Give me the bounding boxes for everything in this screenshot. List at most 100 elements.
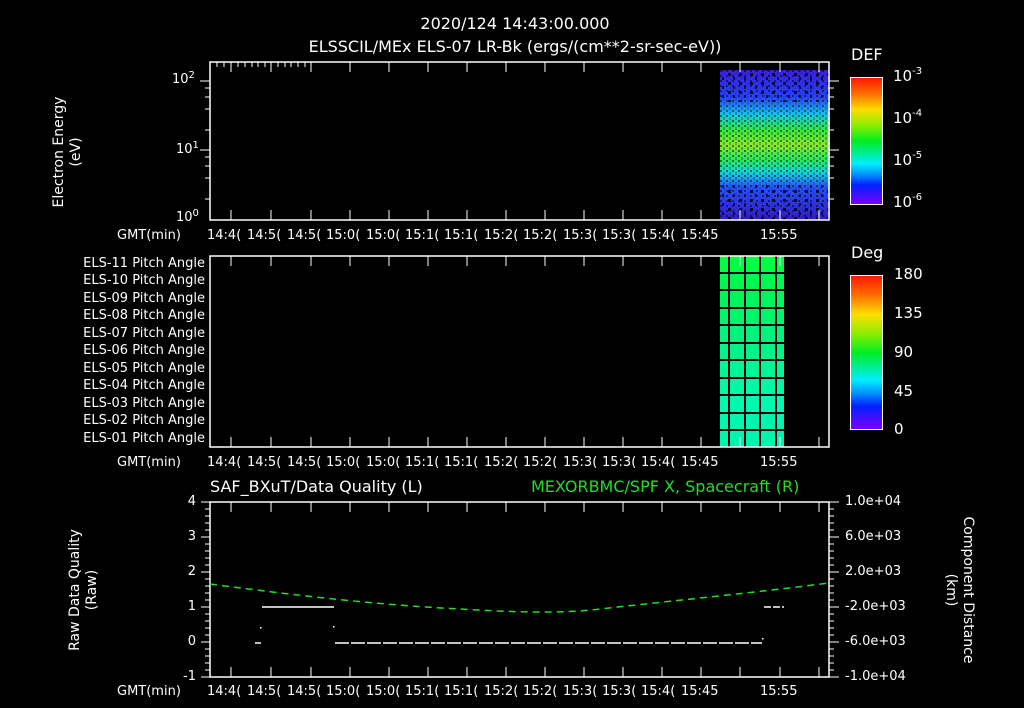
panel3-right-ylabel-line1: Component Distance <box>960 516 976 664</box>
ytick: 2 <box>187 564 196 579</box>
ytick: -1.0e+04 <box>845 669 906 684</box>
panel3-right-ylabel: Component Distance (km) <box>940 500 976 680</box>
xtick: 15:2( <box>484 228 519 243</box>
energy-spectrogram <box>200 61 839 221</box>
def-colorbar-label-1e-4: 10-4 <box>893 108 923 127</box>
ytick: 6.0e+03 <box>845 529 902 544</box>
xtick: 15:2( <box>523 684 558 699</box>
xtick: 15:3( <box>563 228 598 243</box>
xtick: 14:5( <box>247 684 282 699</box>
xtick: 15:3( <box>602 228 637 243</box>
panel3-right-ylabel-line2: (km) <box>943 573 959 607</box>
panel3-left-ylabel: Raw Data Quality (Raw) <box>67 515 103 665</box>
xtick: 14:5( <box>287 228 322 243</box>
panel1-ytick-1: 100 <box>176 208 199 225</box>
row-label: ELS-03 Pitch Angle <box>83 396 205 411</box>
panel3-xlabel: GMT(min) <box>117 684 181 699</box>
row-label: ELS-07 Pitch Angle <box>83 326 205 341</box>
data-quality-series <box>255 606 784 644</box>
deg-colorbar-label-90: 90 <box>894 343 914 361</box>
ytick: 0 <box>187 634 196 649</box>
xtick: 14:4( <box>207 455 242 470</box>
row-label: ELS-10 Pitch Angle <box>83 273 205 288</box>
ytick: -6.0e+03 <box>845 634 906 649</box>
xtick: 15:3( <box>563 684 598 699</box>
def-colorbar <box>850 77 883 205</box>
ytick: -1 <box>183 669 196 684</box>
xtick: 15:0( <box>366 228 401 243</box>
deg-colorbar-label-180: 180 <box>894 265 923 283</box>
xtick: 15:4( <box>641 228 676 243</box>
row-label: ELS-11 Pitch Angle <box>83 256 205 271</box>
panel3-right-title: MEXORBMC/SPF X, Spacecraft (R) <box>531 477 800 496</box>
xtick: 15:1( <box>405 684 440 699</box>
spacecraft-x-series <box>209 582 830 613</box>
xtick: 14:5( <box>247 228 282 243</box>
xtick: 15:2( <box>484 684 519 699</box>
panel1-ytick-100: 102 <box>172 70 195 87</box>
xtick: 15:4( <box>641 455 676 470</box>
xtick: 15:3( <box>602 684 637 699</box>
xtick: 15:55 <box>760 228 798 243</box>
xtick: 15:2( <box>523 228 558 243</box>
panel1-ytick-10: 101 <box>176 140 199 157</box>
row-label: ELS-01 Pitch Angle <box>83 431 205 446</box>
xtick: 14:5( <box>287 455 322 470</box>
xtick: 15:0( <box>366 455 401 470</box>
xtick: 15:0( <box>326 228 361 243</box>
panel3-left-title: SAF_BXuT/Data Quality (L) <box>210 477 423 496</box>
xtick: 15:2( <box>523 455 558 470</box>
panel3-left-ylabel-line2: (Raw) <box>84 569 100 611</box>
xtick: 15:45 <box>681 228 719 243</box>
ytick: -2.0e+03 <box>845 599 906 614</box>
xtick: 14:5( <box>287 684 322 699</box>
xtick: 15:3( <box>602 455 637 470</box>
xtick: 15:1( <box>444 684 479 699</box>
panel3-left-ylabel-line1: Raw Data Quality <box>67 529 83 651</box>
deg-colorbar-title: Deg <box>851 243 884 262</box>
ytick: 4 <box>187 494 196 509</box>
xtick: 15:0( <box>326 684 361 699</box>
xtick: 15:1( <box>444 228 479 243</box>
xtick: 15:4( <box>641 684 676 699</box>
time-title: 2020/124 14:43:00.000 <box>420 14 610 33</box>
row-label: ELS-08 Pitch Angle <box>83 308 205 323</box>
xtick: 15:0( <box>326 455 361 470</box>
pitch-angle-grid <box>209 255 830 448</box>
xtick: 15:2( <box>484 455 519 470</box>
ytick: 3 <box>187 529 196 544</box>
deg-colorbar-label-45: 45 <box>894 382 914 400</box>
ytick: 2.0e+03 <box>845 564 902 579</box>
deg-colorbar-label-135: 135 <box>894 304 923 322</box>
xtick: 15:0( <box>366 684 401 699</box>
plot-subtitle: ELSSCIL/MEx ELS-07 LR-Bk (ergs/(cm**2-sr… <box>308 37 722 56</box>
xtick: 14:4( <box>207 228 242 243</box>
panel1-xlabel: GMT(min) <box>117 228 181 243</box>
row-label: ELS-09 Pitch Angle <box>83 291 205 306</box>
xtick: 14:5( <box>247 455 282 470</box>
data-quality-plot <box>201 501 839 678</box>
xtick: 15:45 <box>681 455 719 470</box>
def-colorbar-label-1e-5: 10-5 <box>893 150 923 169</box>
xtick: 15:1( <box>405 455 440 470</box>
row-label: ELS-06 Pitch Angle <box>83 343 205 358</box>
row-label: ELS-05 Pitch Angle <box>83 361 205 376</box>
row-label: ELS-02 Pitch Angle <box>83 413 205 428</box>
xtick: 15:55 <box>760 684 798 699</box>
xtick: 14:4( <box>207 684 242 699</box>
xtick: 15:45 <box>681 684 719 699</box>
def-colorbar-title: DEF <box>851 45 883 64</box>
deg-colorbar <box>850 275 883 430</box>
xtick: 15:1( <box>405 228 440 243</box>
def-colorbar-label-1e-3: 10-3 <box>893 66 923 85</box>
xtick: 15:1( <box>444 455 479 470</box>
panel2-xlabel: GMT(min) <box>117 455 181 470</box>
ytick: 1.0e+04 <box>845 494 902 509</box>
ytick: 1 <box>187 599 196 614</box>
xtick: 15:55 <box>760 455 798 470</box>
xtick: 15:3( <box>563 455 598 470</box>
def-colorbar-label-1e-6: 10-6 <box>893 192 923 211</box>
deg-colorbar-label-0: 0 <box>894 420 904 438</box>
row-label: ELS-04 Pitch Angle <box>83 378 205 393</box>
